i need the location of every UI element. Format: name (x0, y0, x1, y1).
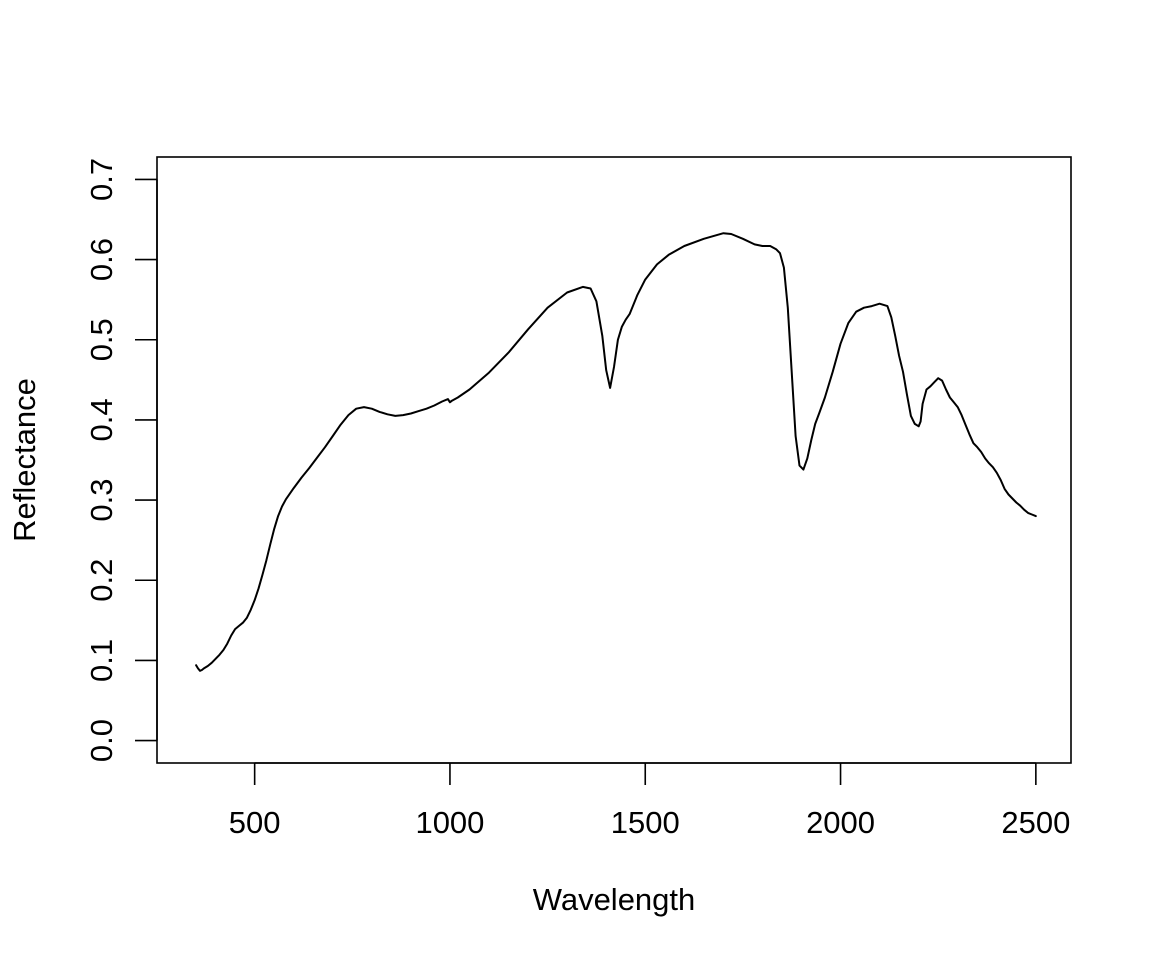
y-tick-label: 0.4 (84, 398, 119, 441)
x-tick-label: 1000 (415, 805, 484, 840)
y-tick-label: 0.5 (84, 318, 119, 361)
y-tick-label: 0.0 (84, 719, 119, 762)
x-axis: 500 1000 1500 2000 2500 (229, 762, 1070, 840)
y-tick-label: 0.7 (84, 158, 119, 201)
y-axis: 0.0 0.1 0.2 0.3 0.4 0.5 0.6 0.7 (84, 158, 158, 762)
y-tick-label: 0.1 (84, 639, 119, 682)
plot-frame (156, 156, 1072, 764)
y-axis-label: Reflectance (7, 378, 42, 542)
x-tick-label: 1500 (611, 805, 680, 840)
reflectance-series-line (195, 232, 1037, 672)
x-tick-label: 2000 (806, 805, 875, 840)
y-tick-label: 0.2 (84, 559, 119, 602)
x-axis-label: Wavelength (533, 882, 696, 917)
x-tick-label: 500 (229, 805, 281, 840)
y-tick-label: 0.3 (84, 479, 119, 522)
y-tick-label: 0.6 (84, 238, 119, 281)
x-tick-label: 2500 (1001, 805, 1070, 840)
